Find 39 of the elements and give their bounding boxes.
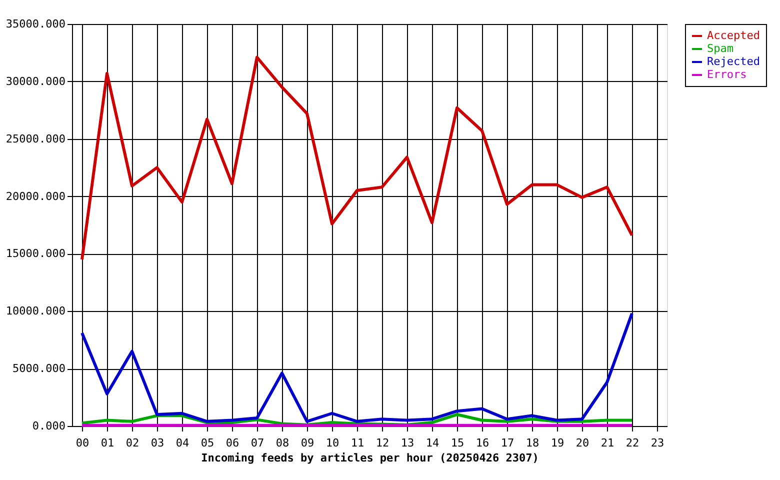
- x-tick-label: 03: [150, 436, 164, 450]
- line-series: [80, 56, 634, 261]
- legend-label: Errors: [707, 68, 747, 81]
- x-tick-label: 20: [576, 436, 590, 450]
- y-tick-label: 25000.000: [6, 132, 66, 146]
- x-tick-label: 19: [550, 436, 564, 450]
- x-axis-title: Incoming feeds by articles per hour (20250426 2307): [201, 452, 539, 464]
- x-tick-label: 01: [100, 436, 114, 450]
- x-tick-label: 13: [400, 436, 414, 450]
- y-tick-label: 5000.000: [12, 362, 66, 376]
- x-tick-label: 00: [76, 436, 90, 450]
- y-tick-label: 10000.000: [6, 304, 66, 318]
- line-series: [80, 312, 634, 423]
- x-tick-label: 08: [276, 436, 290, 450]
- y-tick-label: 20000.000: [6, 190, 66, 203]
- x-tick-label: 06: [226, 436, 240, 450]
- x-tick-label: 17: [500, 436, 514, 450]
- legend-label: Spam: [707, 42, 734, 55]
- x-tick-label: 10: [326, 436, 340, 450]
- legend-label: Accepted: [707, 29, 760, 42]
- x-tick-label: 18: [526, 436, 540, 450]
- x-tick-label: 14: [426, 436, 440, 450]
- x-tick-label: 15: [450, 436, 464, 450]
- x-tick-label: 02: [126, 436, 140, 450]
- y-tick-label: 0.000: [32, 420, 66, 432]
- y-tick-label: 15000.000: [6, 247, 66, 260]
- x-tick-label: 05: [200, 436, 214, 450]
- x-tick-label: 23: [650, 436, 664, 450]
- x-tick-label: 12: [376, 436, 390, 450]
- x-tick-label: 21: [600, 436, 614, 450]
- y-tick-label: 30000.000: [6, 74, 66, 88]
- y-tick-label: 35000.000: [6, 18, 66, 30]
- x-tick-label: 11: [350, 436, 364, 450]
- x-tick-label: 16: [476, 436, 490, 450]
- x-tick-label: 04: [176, 436, 190, 450]
- x-tick-label: 07: [250, 436, 264, 450]
- legend-label: Rejected: [707, 55, 760, 68]
- x-tick-label: 22: [626, 436, 640, 450]
- x-tick-label: 09: [300, 436, 314, 450]
